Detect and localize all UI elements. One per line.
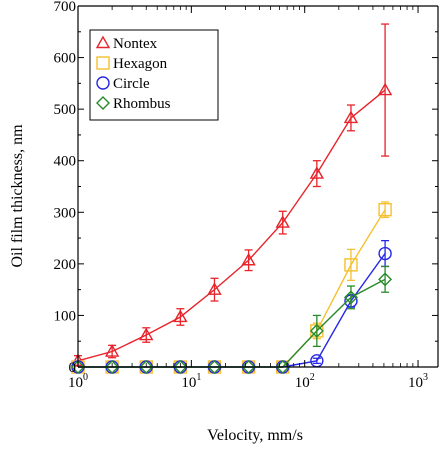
x-tick-label: 101 bbox=[181, 372, 201, 391]
x-tick-label: 100 bbox=[68, 372, 88, 391]
legend-label-circle: Circle bbox=[113, 76, 150, 92]
data-point-nontex bbox=[309, 166, 325, 179]
legend-marker-hexagon bbox=[96, 56, 110, 70]
y-tick-label: 500 bbox=[54, 102, 77, 118]
data-point-rhombus bbox=[207, 360, 222, 374]
y-tick-label: 700 bbox=[54, 0, 77, 15]
data-point-rhombus bbox=[378, 272, 393, 287]
legend: Nontex Hexagon Circle Rhombus bbox=[89, 29, 219, 121]
legend-label-nontex: Nontex bbox=[113, 36, 158, 52]
legend-marker-circle bbox=[96, 76, 110, 90]
y-tick-label: 100 bbox=[54, 308, 77, 324]
data-point-rhombus bbox=[71, 360, 85, 374]
series-layer bbox=[70, 23, 393, 374]
data-point-nontex bbox=[104, 344, 120, 357]
data-point-rhombus bbox=[309, 323, 324, 338]
data-point-hexagon bbox=[344, 258, 358, 272]
data-point-nontex bbox=[173, 309, 188, 323]
legend-marker-rhombus bbox=[96, 96, 110, 110]
y-tick-label: 300 bbox=[54, 205, 77, 221]
data-point-rhombus bbox=[241, 360, 256, 374]
x-tick-label: 103 bbox=[408, 372, 428, 391]
data-point-nontex bbox=[377, 82, 393, 96]
y-axis-title: Oil film thickness, nm bbox=[9, 124, 26, 268]
y-tick-label: 0 bbox=[69, 360, 77, 376]
data-point-nontex bbox=[343, 110, 359, 124]
y-tick-label: 600 bbox=[54, 51, 77, 67]
y-tick-label: 200 bbox=[54, 257, 77, 273]
legend-label-rhombus: Rhombus bbox=[113, 96, 171, 112]
data-point-rhombus bbox=[139, 360, 154, 374]
x-tick-label: 102 bbox=[295, 372, 315, 391]
data-point-rhombus bbox=[343, 290, 358, 305]
legend-marker-nontex bbox=[95, 35, 111, 49]
data-point-nontex bbox=[207, 282, 222, 295]
data-point-nontex bbox=[275, 215, 290, 228]
legend-label-hexagon: Hexagon bbox=[113, 56, 168, 72]
x-axis-title: Velocity, mm/s bbox=[207, 427, 303, 444]
data-point-rhombus bbox=[173, 360, 188, 374]
legend-box bbox=[89, 29, 219, 121]
series-nontex bbox=[70, 23, 393, 367]
data-point-nontex bbox=[241, 252, 256, 266]
data-point-circle bbox=[378, 246, 392, 261]
data-point-rhombus bbox=[105, 360, 120, 374]
data-point-hexagon bbox=[378, 203, 392, 217]
data-point-nontex bbox=[139, 327, 154, 341]
y-tick-label: 400 bbox=[54, 154, 77, 170]
data-point-rhombus bbox=[275, 360, 290, 374]
series-line-nontex bbox=[77, 89, 386, 362]
